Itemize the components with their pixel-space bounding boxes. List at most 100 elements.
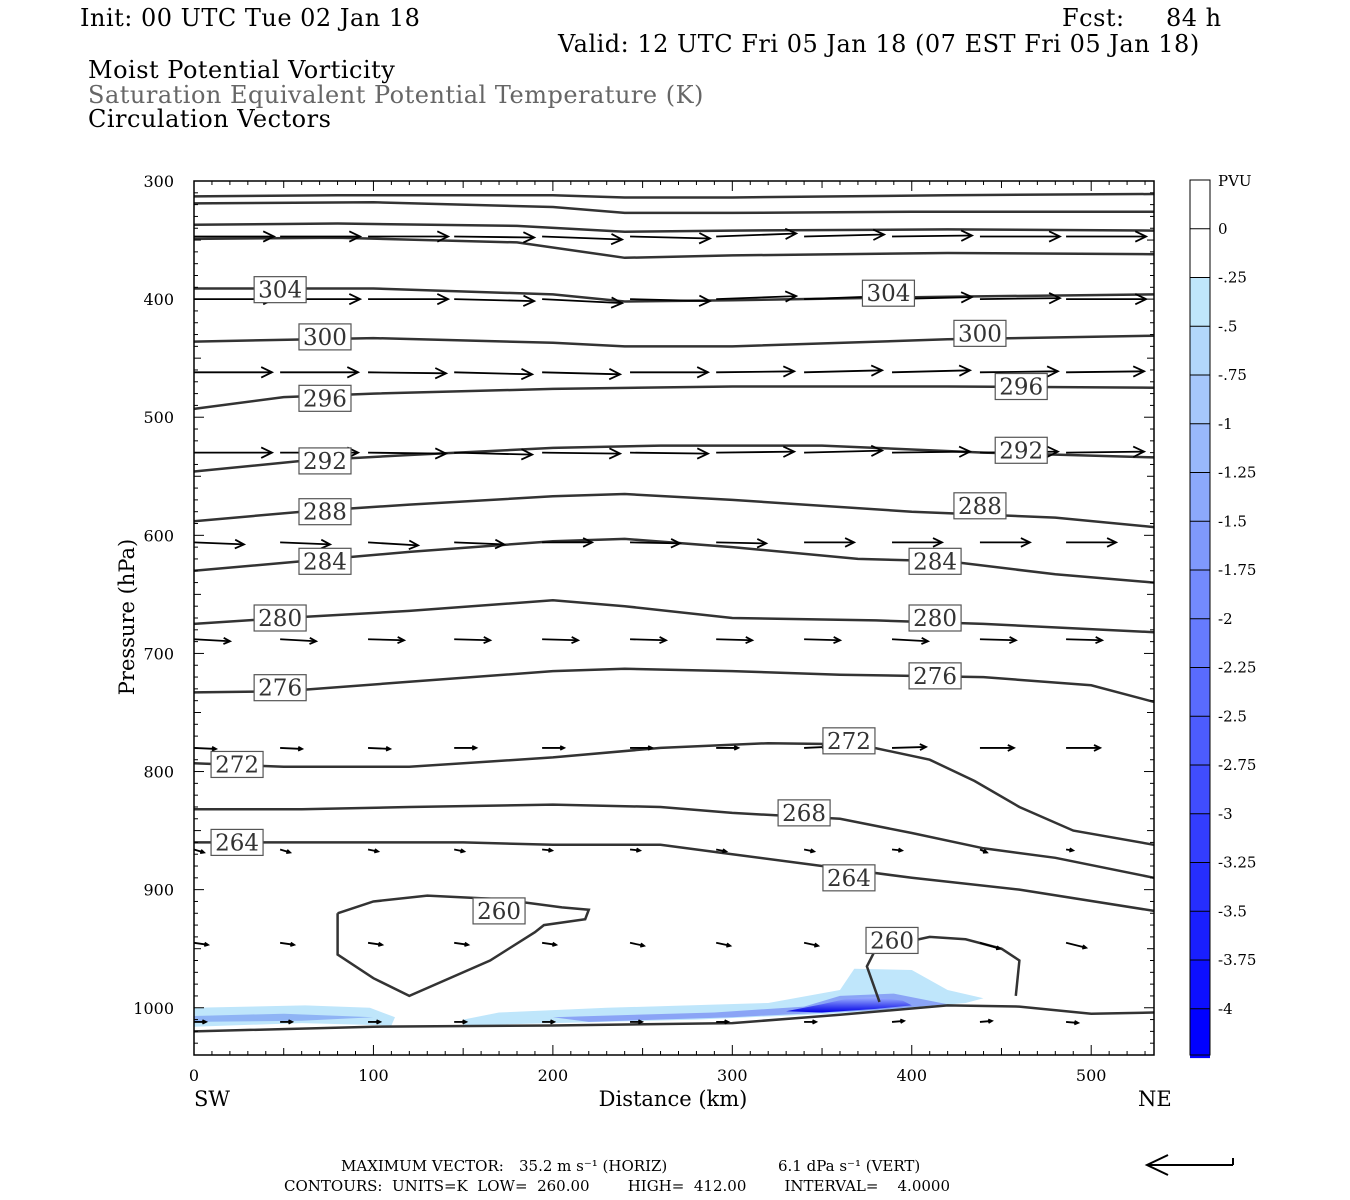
colorbar-bin: [1190, 618, 1210, 669]
circulation-vector: [804, 1019, 819, 1025]
isentrope-line: [193, 192, 1155, 199]
circulation-vector: [368, 230, 451, 243]
circulation-vector: [193, 848, 206, 854]
svg-text:284: 284: [913, 549, 957, 575]
circulation-vector: [280, 1019, 295, 1025]
isentrope-line: [193, 667, 1155, 704]
circulation-vector: [630, 538, 683, 549]
circulation-vector: [1065, 941, 1089, 950]
contour-label: 280: [253, 604, 307, 632]
y-tick-label: 300: [143, 172, 174, 191]
circulation-vector: [630, 294, 713, 307]
valid-time: Valid: 12 UTC Fri 05 Jan 18 (07 EST Fri …: [558, 30, 1200, 58]
circulation-vector: [803, 941, 821, 948]
colorbar-label: -.5: [1218, 317, 1237, 335]
pv-colorbar: PVU 0 -.25 -.5 -.75 -1 -1.25 -1.5 -1.75 -2 -2.25 -2…: [1189, 172, 1256, 1059]
contour-label: 272: [210, 750, 264, 778]
circulation-vector: [891, 743, 929, 751]
circulation-vector: [803, 848, 817, 854]
circulation-vector: [194, 230, 277, 243]
circulation-vector: [193, 746, 219, 752]
contour-label: 292: [298, 447, 352, 475]
title-pv: Moist Potential Vorticity: [88, 56, 396, 84]
contours-info: CONTOURS: UNITS=K LOW= 260.00 HIGH= 412.…: [284, 1177, 950, 1195]
pv-region-west-mid: [194, 1013, 374, 1022]
colorbar-label: -4: [1218, 1000, 1233, 1018]
circulation-vectors: [193, 227, 1149, 1026]
circulation-vector: [193, 637, 233, 645]
contour-label: 288: [953, 492, 1007, 520]
circulation-vector: [1066, 636, 1105, 645]
contour-label: 264: [210, 828, 264, 856]
theta-es-contours: [193, 192, 1155, 1033]
circulation-vector: [716, 290, 799, 303]
circulation-vector: [892, 537, 945, 548]
y-tick-label: 600: [143, 526, 174, 545]
circulation-vector: [280, 230, 363, 243]
circulation-vector: [280, 366, 361, 379]
circulation-vector: [629, 847, 643, 853]
plot-axes: 0 100 200 300 400 500 300 400 500 600 700 800 900 100…: [133, 172, 1155, 1085]
circulation-vector: [715, 941, 733, 948]
circulation-vector: [979, 537, 1032, 548]
svg-text:280: 280: [258, 606, 302, 632]
y-axis-label: Pressure (hPa): [115, 539, 139, 695]
colorbar-label: -3: [1218, 805, 1233, 823]
circulation-vector: [1066, 445, 1147, 458]
title-theta-es: Saturation Equivalent Potential Temperat…: [88, 81, 704, 109]
circulation-vector: [716, 1019, 731, 1025]
contour-label: 264: [822, 864, 876, 892]
colorbar-bin: [1190, 375, 1210, 425]
circulation-vector: [979, 941, 1002, 951]
svg-text:268: 268: [782, 801, 826, 827]
circulation-vector: [454, 941, 471, 947]
colorbar-label: -3.5: [1218, 902, 1247, 920]
title-vectors: Circulation Vectors: [88, 105, 332, 133]
svg-text:264: 264: [215, 830, 259, 856]
circulation-vector: [804, 636, 843, 645]
circulation-vector: [368, 447, 449, 460]
contour-label: 304: [861, 279, 916, 307]
colorbar-bin: [1190, 423, 1210, 474]
colorbar-label: -2: [1218, 610, 1233, 628]
circulation-vector: [193, 538, 247, 550]
svg-text:292: 292: [999, 438, 1043, 464]
colorbar-bin: [1190, 765, 1210, 815]
circulation-vector: [891, 637, 931, 645]
x-tick-label: 0: [189, 1066, 199, 1085]
contour-label: 272: [822, 727, 876, 755]
svg-text:292: 292: [303, 449, 347, 475]
isentrope-line: [193, 1004, 1155, 1033]
circulation-vector: [1065, 1020, 1081, 1026]
x-tick-label: 500: [1076, 1066, 1107, 1085]
x-tick-label: 200: [538, 1066, 569, 1085]
circulation-vector: [454, 745, 479, 751]
svg-text:300: 300: [303, 325, 347, 351]
isentrope-line: [193, 599, 1155, 634]
svg-text:272: 272: [215, 752, 259, 778]
circulation-vector: [454, 231, 537, 244]
circulation-vector: [630, 366, 711, 379]
circulation-vector: [368, 539, 421, 551]
circulation-vector: [804, 228, 887, 241]
x-tick-label: 100: [358, 1066, 389, 1085]
isentrope-line: [193, 236, 1155, 260]
isentrope-line: [193, 201, 1154, 215]
colorbar-label: -2.25: [1218, 659, 1256, 677]
forecast-hour: 84 h: [1166, 4, 1222, 32]
y-tick-label: 400: [143, 290, 174, 309]
svg-text:296: 296: [303, 386, 347, 412]
isentrope-line: [193, 741, 1155, 847]
colorbar-bin: [1190, 911, 1210, 961]
colorbar-title: PVU: [1218, 172, 1252, 190]
svg-text:272: 272: [827, 729, 871, 755]
svg-text:304: 304: [866, 281, 910, 307]
circulation-vector: [1065, 847, 1076, 853]
circulation-vector: [1066, 230, 1149, 243]
colorbar-bin: [1190, 667, 1210, 717]
svg-text:264: 264: [827, 866, 871, 892]
circulation-vector: [368, 636, 407, 645]
circulation-vector: [280, 538, 333, 550]
y-tick-label: 700: [143, 644, 174, 663]
colorbar-bin: [1190, 326, 1210, 376]
